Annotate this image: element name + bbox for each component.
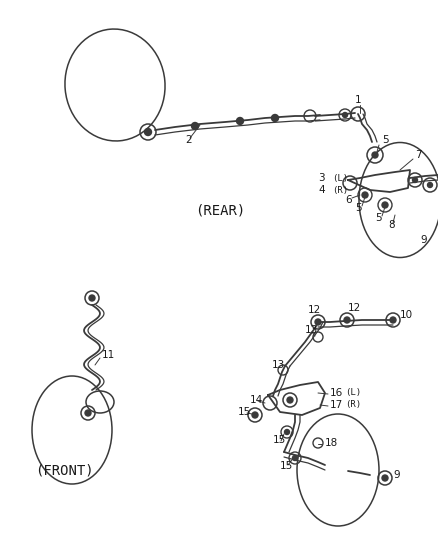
Text: 3: 3: [318, 173, 325, 183]
Text: 6: 6: [345, 195, 352, 205]
Text: 9: 9: [393, 470, 399, 480]
Circle shape: [372, 152, 378, 158]
Circle shape: [191, 123, 198, 130]
Text: (L): (L): [345, 389, 361, 398]
Text: 17: 17: [330, 400, 343, 410]
Circle shape: [343, 112, 347, 117]
Text: 10: 10: [400, 310, 413, 320]
Text: 5: 5: [375, 213, 381, 223]
Text: 18: 18: [325, 438, 338, 448]
Circle shape: [145, 128, 152, 135]
Circle shape: [390, 317, 396, 323]
Circle shape: [272, 115, 279, 122]
Text: (L): (L): [332, 174, 348, 182]
Text: 11: 11: [102, 350, 115, 360]
Text: 8: 8: [388, 220, 395, 230]
Text: 15: 15: [273, 435, 286, 445]
Text: 5: 5: [355, 203, 362, 213]
Text: 9: 9: [420, 235, 427, 245]
Text: 1: 1: [355, 95, 362, 105]
Circle shape: [287, 397, 293, 403]
Circle shape: [85, 410, 91, 416]
Text: (R): (R): [332, 185, 348, 195]
Text: 14: 14: [250, 395, 263, 405]
Circle shape: [237, 117, 244, 125]
Text: 5: 5: [382, 135, 389, 145]
Circle shape: [252, 412, 258, 418]
Circle shape: [89, 295, 95, 301]
Circle shape: [315, 319, 321, 325]
Text: (REAR): (REAR): [195, 203, 245, 217]
Circle shape: [382, 475, 388, 481]
Circle shape: [293, 456, 297, 461]
Text: 4: 4: [318, 185, 325, 195]
Text: 13: 13: [305, 325, 318, 335]
Text: 12: 12: [308, 305, 321, 315]
Circle shape: [413, 177, 417, 182]
Circle shape: [427, 182, 432, 188]
Circle shape: [382, 202, 388, 208]
Text: (R): (R): [345, 400, 361, 409]
Text: 2: 2: [185, 135, 192, 145]
Text: 15: 15: [238, 407, 251, 417]
Text: 15: 15: [280, 461, 293, 471]
Text: (FRONT): (FRONT): [35, 463, 94, 477]
Text: 16: 16: [330, 388, 343, 398]
Text: 12: 12: [348, 303, 361, 313]
Circle shape: [285, 430, 290, 434]
Text: 7: 7: [415, 150, 422, 160]
Circle shape: [362, 192, 368, 198]
Text: 13: 13: [272, 360, 285, 370]
Circle shape: [344, 317, 350, 323]
